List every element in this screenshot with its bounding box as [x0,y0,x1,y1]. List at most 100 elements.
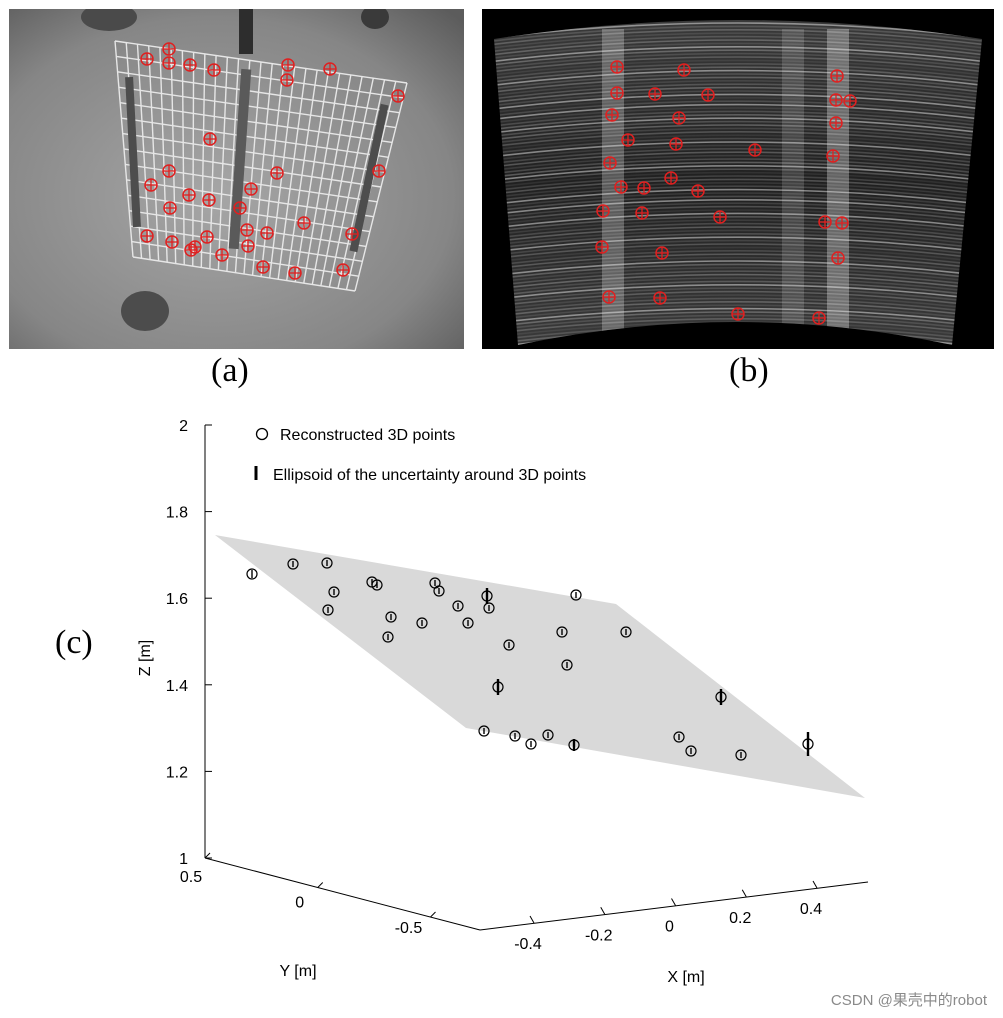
reconstructed-point [735,749,747,761]
camera-feature-marker [144,178,158,192]
reconstructed-point [556,626,568,638]
sonar-feature-marker [610,86,624,100]
reconstructed-point [802,732,814,756]
sonar-feature-marker [614,180,628,194]
reconstructed-point [542,729,554,741]
reconstructed-point [570,589,582,601]
z-tick-label: 2 [179,418,188,435]
z-tick-label: 1.4 [166,678,188,695]
reconstructed-point [462,617,474,629]
camera-feature-marker [288,266,302,280]
z-axis-label: Z [m] [137,640,154,676]
sonar-feature-marker [818,215,832,229]
sonar-feature-marker [596,204,610,218]
camera-feature-marker [240,223,254,237]
sonar-feature-marker [595,240,609,254]
y-tick-label: 0.5 [180,869,202,886]
x-tick-label: 0.4 [800,901,822,918]
camera-feature-marker [163,201,177,215]
y-axis-label: Y [m] [279,963,316,980]
reconstructed-point [328,586,340,598]
z-tick-label: 1.6 [166,591,188,608]
camera-image-panel [9,9,464,349]
3d-scatter-plot: 11.21.41.61.82 0.50-0.5 -0.4-0.200.20.4 … [137,418,869,986]
sonar-feature-marker [655,246,669,260]
reconstructed-point [481,588,493,604]
camera-feature-marker [260,226,274,240]
sonar-feature-marker [831,251,845,265]
sonar-feature-marker [830,69,844,83]
y-axis-line [204,857,481,931]
camera-feature-markers [140,42,405,280]
camera-feature-marker [280,73,294,87]
sonar-image-panel [482,9,994,349]
legend: Reconstructed 3D points Ellipsoid of the… [254,427,586,484]
camera-feature-marker [165,235,179,249]
sonar-feature-marker [748,143,762,157]
camera-feature-marker [215,248,229,262]
y-tick-label: -0.5 [395,920,423,937]
z-tick-label: 1 [179,851,188,868]
sonar-feature-marker [691,184,705,198]
reconstructed-point [321,557,333,569]
reconstructed-point [483,602,495,614]
camera-feature-marker [241,239,255,253]
watermark-text: CSDN @果壳中的robot [830,992,987,1009]
camera-feature-marker [207,63,221,77]
camera-image [9,9,464,349]
sonar-feature-marker [669,137,683,151]
sonar-feature-marker [637,181,651,195]
legend-item-uncertainty-ellipsoid: Ellipsoid of the uncertainty around 3D p… [273,467,586,484]
reconstructed-point [385,611,397,623]
sonar-feature-marker [812,311,826,325]
camera-feature-marker [140,229,154,243]
sonar-feature-marker [672,111,686,125]
camera-feature-marker [323,62,337,76]
camera-feature-marker [270,166,284,180]
sonar-feature-marker [648,87,662,101]
reconstructed-point [246,568,258,580]
sonar-texture [494,22,982,345]
subfigure-b-label: (b) [729,352,769,389]
camera-feature-marker [391,89,405,103]
z-tick-label: 1.2 [166,764,188,781]
reconstructed-point [382,631,394,643]
camera-feature-marker [203,132,217,146]
subfigure-a-label: (a) [211,352,249,389]
reconstructed-point [433,585,445,597]
legend-circle-icon [255,427,269,441]
camera-feature-marker [140,52,154,66]
y-tick-label: 0 [295,895,304,912]
reconstructed-point [561,659,573,671]
camera-feature-marker [336,263,350,277]
camera-feature-marker [233,201,247,215]
camera-feature-marker [182,188,196,202]
reconstructed-point [525,738,537,750]
reconstructed-point [371,579,383,591]
subfigure-c-label: (c) [55,624,93,661]
camera-feature-marker [297,216,311,230]
z-tick-label: 1.8 [166,505,188,522]
reconstructed-point [287,558,299,570]
reconstructed-point [492,679,504,695]
camera-feature-marker [345,227,359,241]
reconstructed-point [503,639,515,651]
reconstructed-point [509,730,521,742]
sonar-feature-marker [605,108,619,122]
sonar-feature-marker [826,149,840,163]
reconstructed-point [673,731,685,743]
reconstructed-point [322,604,334,616]
sonar-feature-marker [731,307,745,321]
sonar-feature-marker [829,116,843,130]
sonar-image [482,9,994,349]
sonar-feature-marker [829,93,843,107]
reconstructed-point [452,600,464,612]
camera-feature-marker [244,182,258,196]
sonar-feature-marker [635,206,649,220]
reconstructed-point [715,689,727,705]
camera-feature-marker [183,58,197,72]
x-tick-label: 0 [665,919,674,936]
camera-feature-marker [188,240,202,254]
camera-feature-marker [200,230,214,244]
